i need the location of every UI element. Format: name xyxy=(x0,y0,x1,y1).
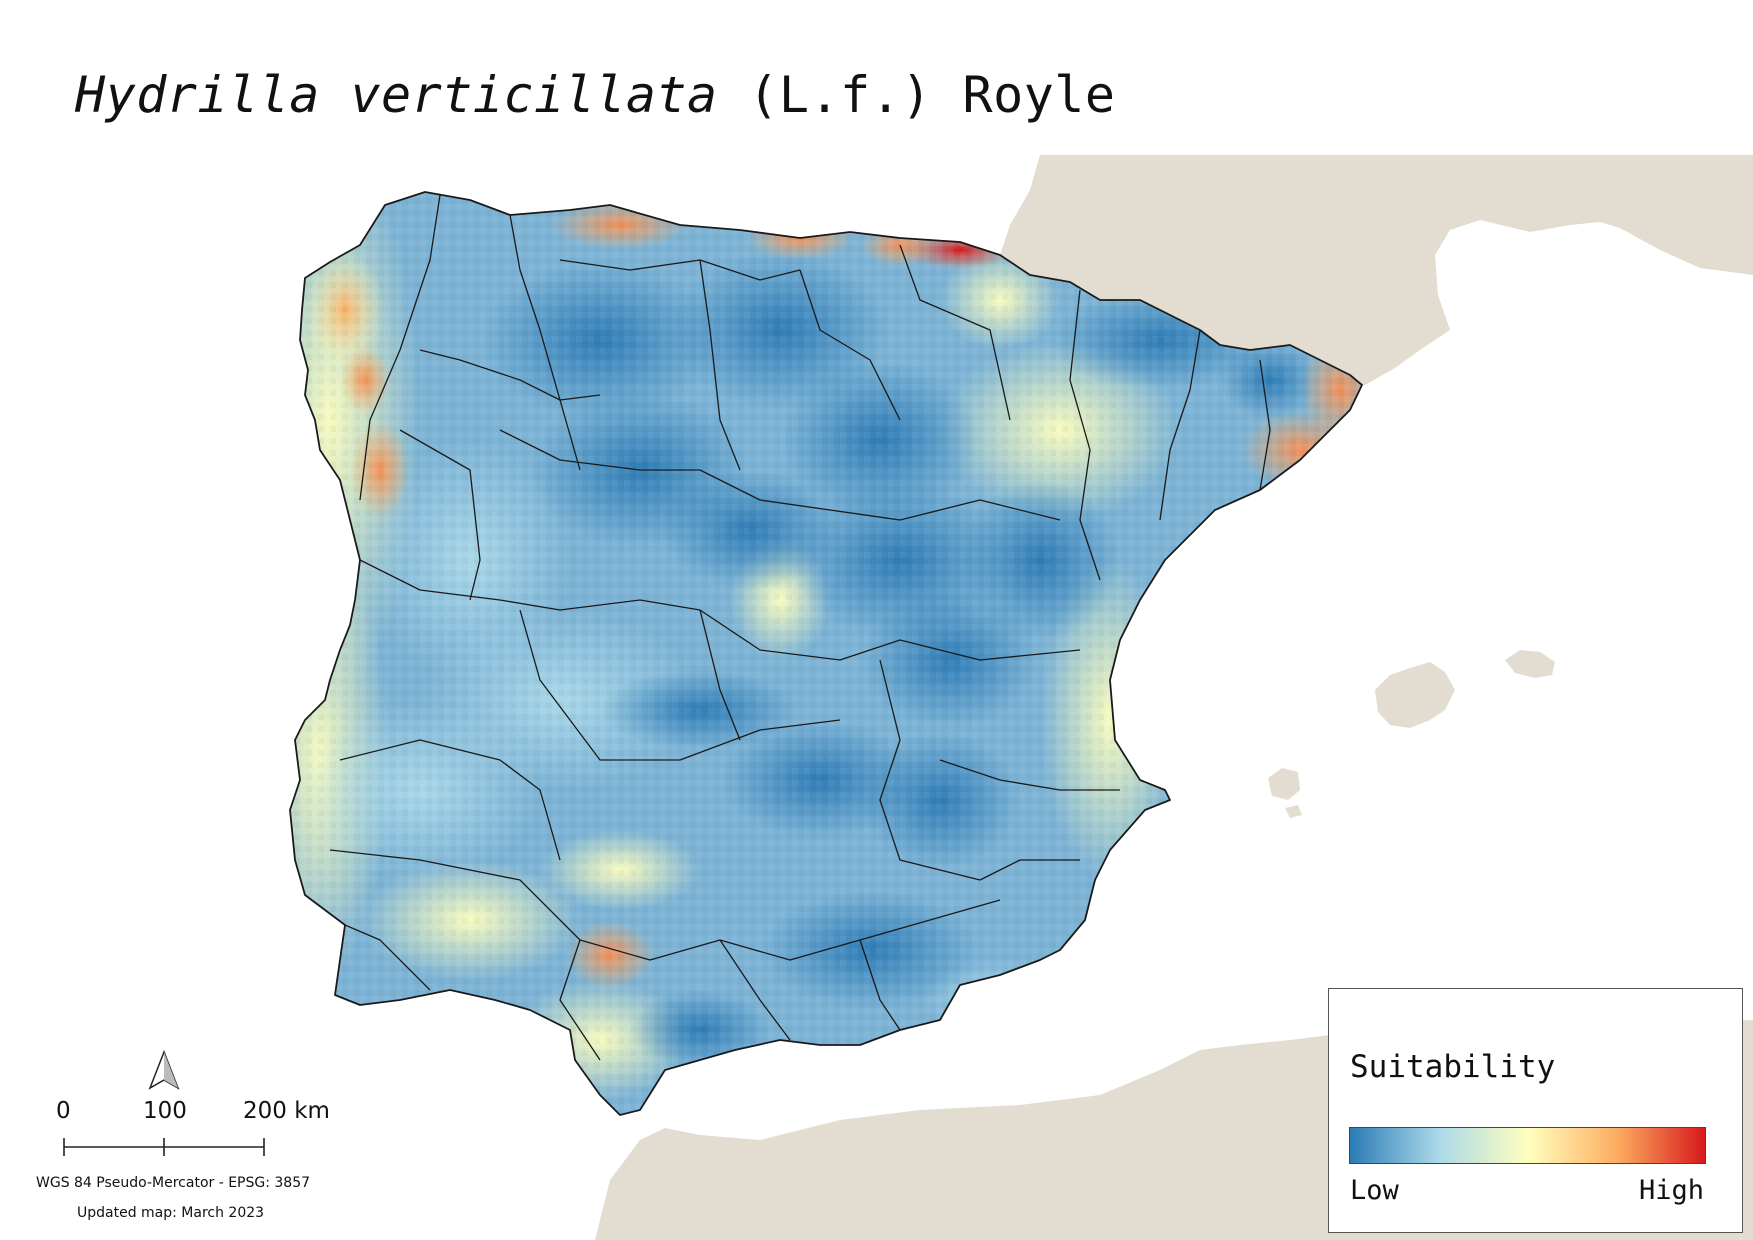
france-landmass xyxy=(1000,155,1753,385)
province-borders xyxy=(289,191,1363,1116)
color-ramp xyxy=(1349,1127,1706,1164)
iberia-coastline xyxy=(289,191,1363,1116)
north-arrow-icon xyxy=(148,1049,180,1090)
scale-label-0: 0 xyxy=(56,1098,71,1124)
mallorca-island xyxy=(1375,662,1455,728)
scale-bar-graphic xyxy=(63,1138,265,1156)
species-authority: (L.f.) Royle xyxy=(748,66,1116,124)
legend-title: Suitability xyxy=(1350,1049,1556,1085)
ibiza-island xyxy=(1268,768,1300,800)
crs-credit: WGS 84 Pseudo-Mercator - EPSG: 3857 xyxy=(36,1175,311,1191)
update-credit: Updated map: March 2023 xyxy=(77,1205,265,1221)
legend-box: Suitability Low High xyxy=(1328,988,1743,1233)
legend-low-label: Low xyxy=(1350,1175,1399,1206)
menorca-island xyxy=(1505,650,1555,678)
scale-label-100: 100 xyxy=(143,1098,187,1124)
legend-high-label: High xyxy=(1638,1175,1704,1206)
scale-label-200: 200 km xyxy=(243,1098,330,1124)
map-title: Hydrilla verticillata (L.f.) Royle xyxy=(75,66,1116,124)
formentera-island xyxy=(1285,805,1302,818)
species-name: Hydrilla verticillata xyxy=(75,66,718,124)
